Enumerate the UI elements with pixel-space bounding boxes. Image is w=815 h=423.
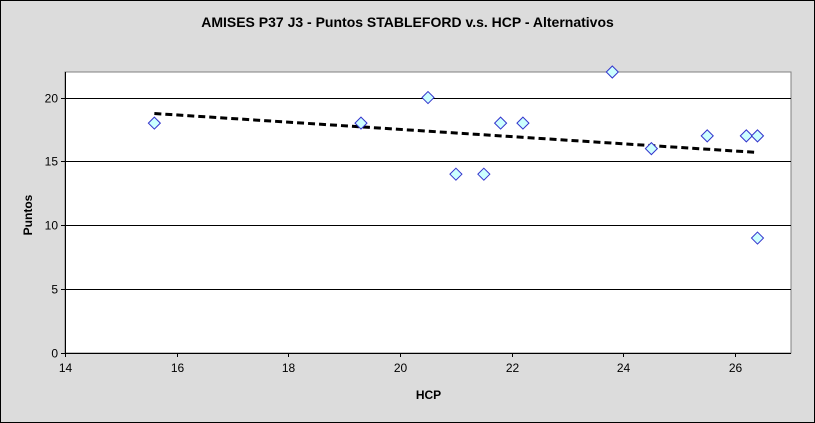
- x-tick-label: 16: [171, 361, 185, 375]
- data-point: [421, 90, 435, 105]
- x-tick-label: 26: [729, 361, 743, 375]
- data-point: [516, 116, 530, 130]
- data-point: [147, 116, 162, 130]
- x-tick-label: 18: [282, 361, 296, 375]
- data-point: [477, 167, 491, 181]
- y-tick-label: 5: [51, 283, 58, 297]
- data-point: [605, 65, 619, 79]
- y-tick-label: 0: [51, 347, 58, 361]
- x-axis-label: HCP: [415, 388, 442, 402]
- y-tick-label: 15: [45, 155, 59, 169]
- x-tick-label: 24: [617, 361, 631, 375]
- data-point: [449, 167, 463, 181]
- trendline: [154, 112, 758, 154]
- plot-area: [64, 71, 792, 354]
- x-tick-label: 14: [59, 361, 73, 375]
- y-tick-label: 20: [45, 92, 59, 106]
- data-point: [700, 129, 714, 143]
- data-point: [493, 116, 508, 130]
- x-tick-label: 20: [394, 361, 408, 375]
- data-point: [354, 116, 368, 130]
- data-point: [750, 129, 765, 143]
- y-tick-label: 10: [45, 219, 59, 233]
- chart-title: AMISES P37 J3 - Puntos STABLEFORD v.s. H…: [201, 14, 614, 30]
- data-point: [750, 231, 765, 245]
- data-point: [644, 141, 659, 156]
- data-point: [739, 129, 754, 143]
- x-tick-label: 22: [506, 361, 520, 375]
